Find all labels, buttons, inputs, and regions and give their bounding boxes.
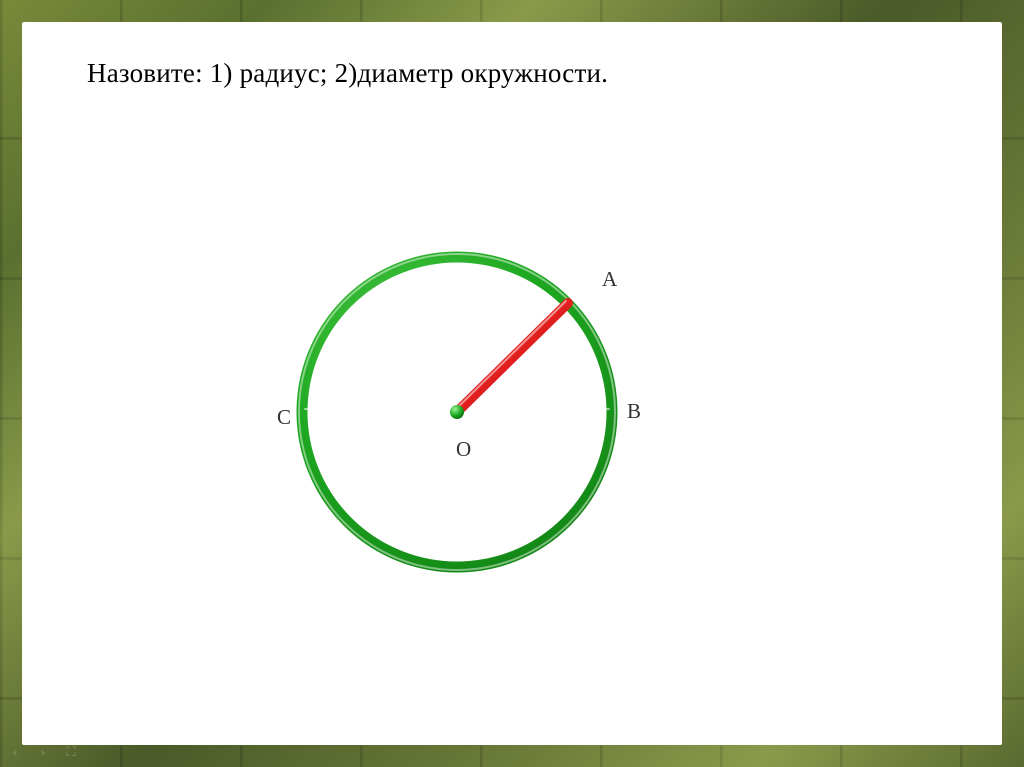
label-c: C: [277, 405, 291, 430]
label-b: B: [627, 399, 641, 424]
center-dot: [450, 405, 464, 419]
next-icon[interactable]: ›: [34, 743, 52, 761]
label-o: O: [456, 437, 471, 462]
circle-diagram: A B C O: [272, 227, 642, 597]
question-title: Назовите: 1) радиус; 2)диаметр окружност…: [87, 58, 608, 89]
slideshow-controls: ‹ › ⛶: [6, 743, 80, 761]
prev-icon[interactable]: ‹: [6, 743, 24, 761]
radius-line: [457, 303, 568, 412]
radius-highlight: [455, 301, 566, 410]
expand-icon[interactable]: ⛶: [62, 743, 80, 761]
slide-canvas: Назовите: 1) радиус; 2)диаметр окружност…: [22, 22, 1002, 745]
diagram-svg: [272, 227, 642, 597]
label-a: A: [602, 267, 617, 292]
